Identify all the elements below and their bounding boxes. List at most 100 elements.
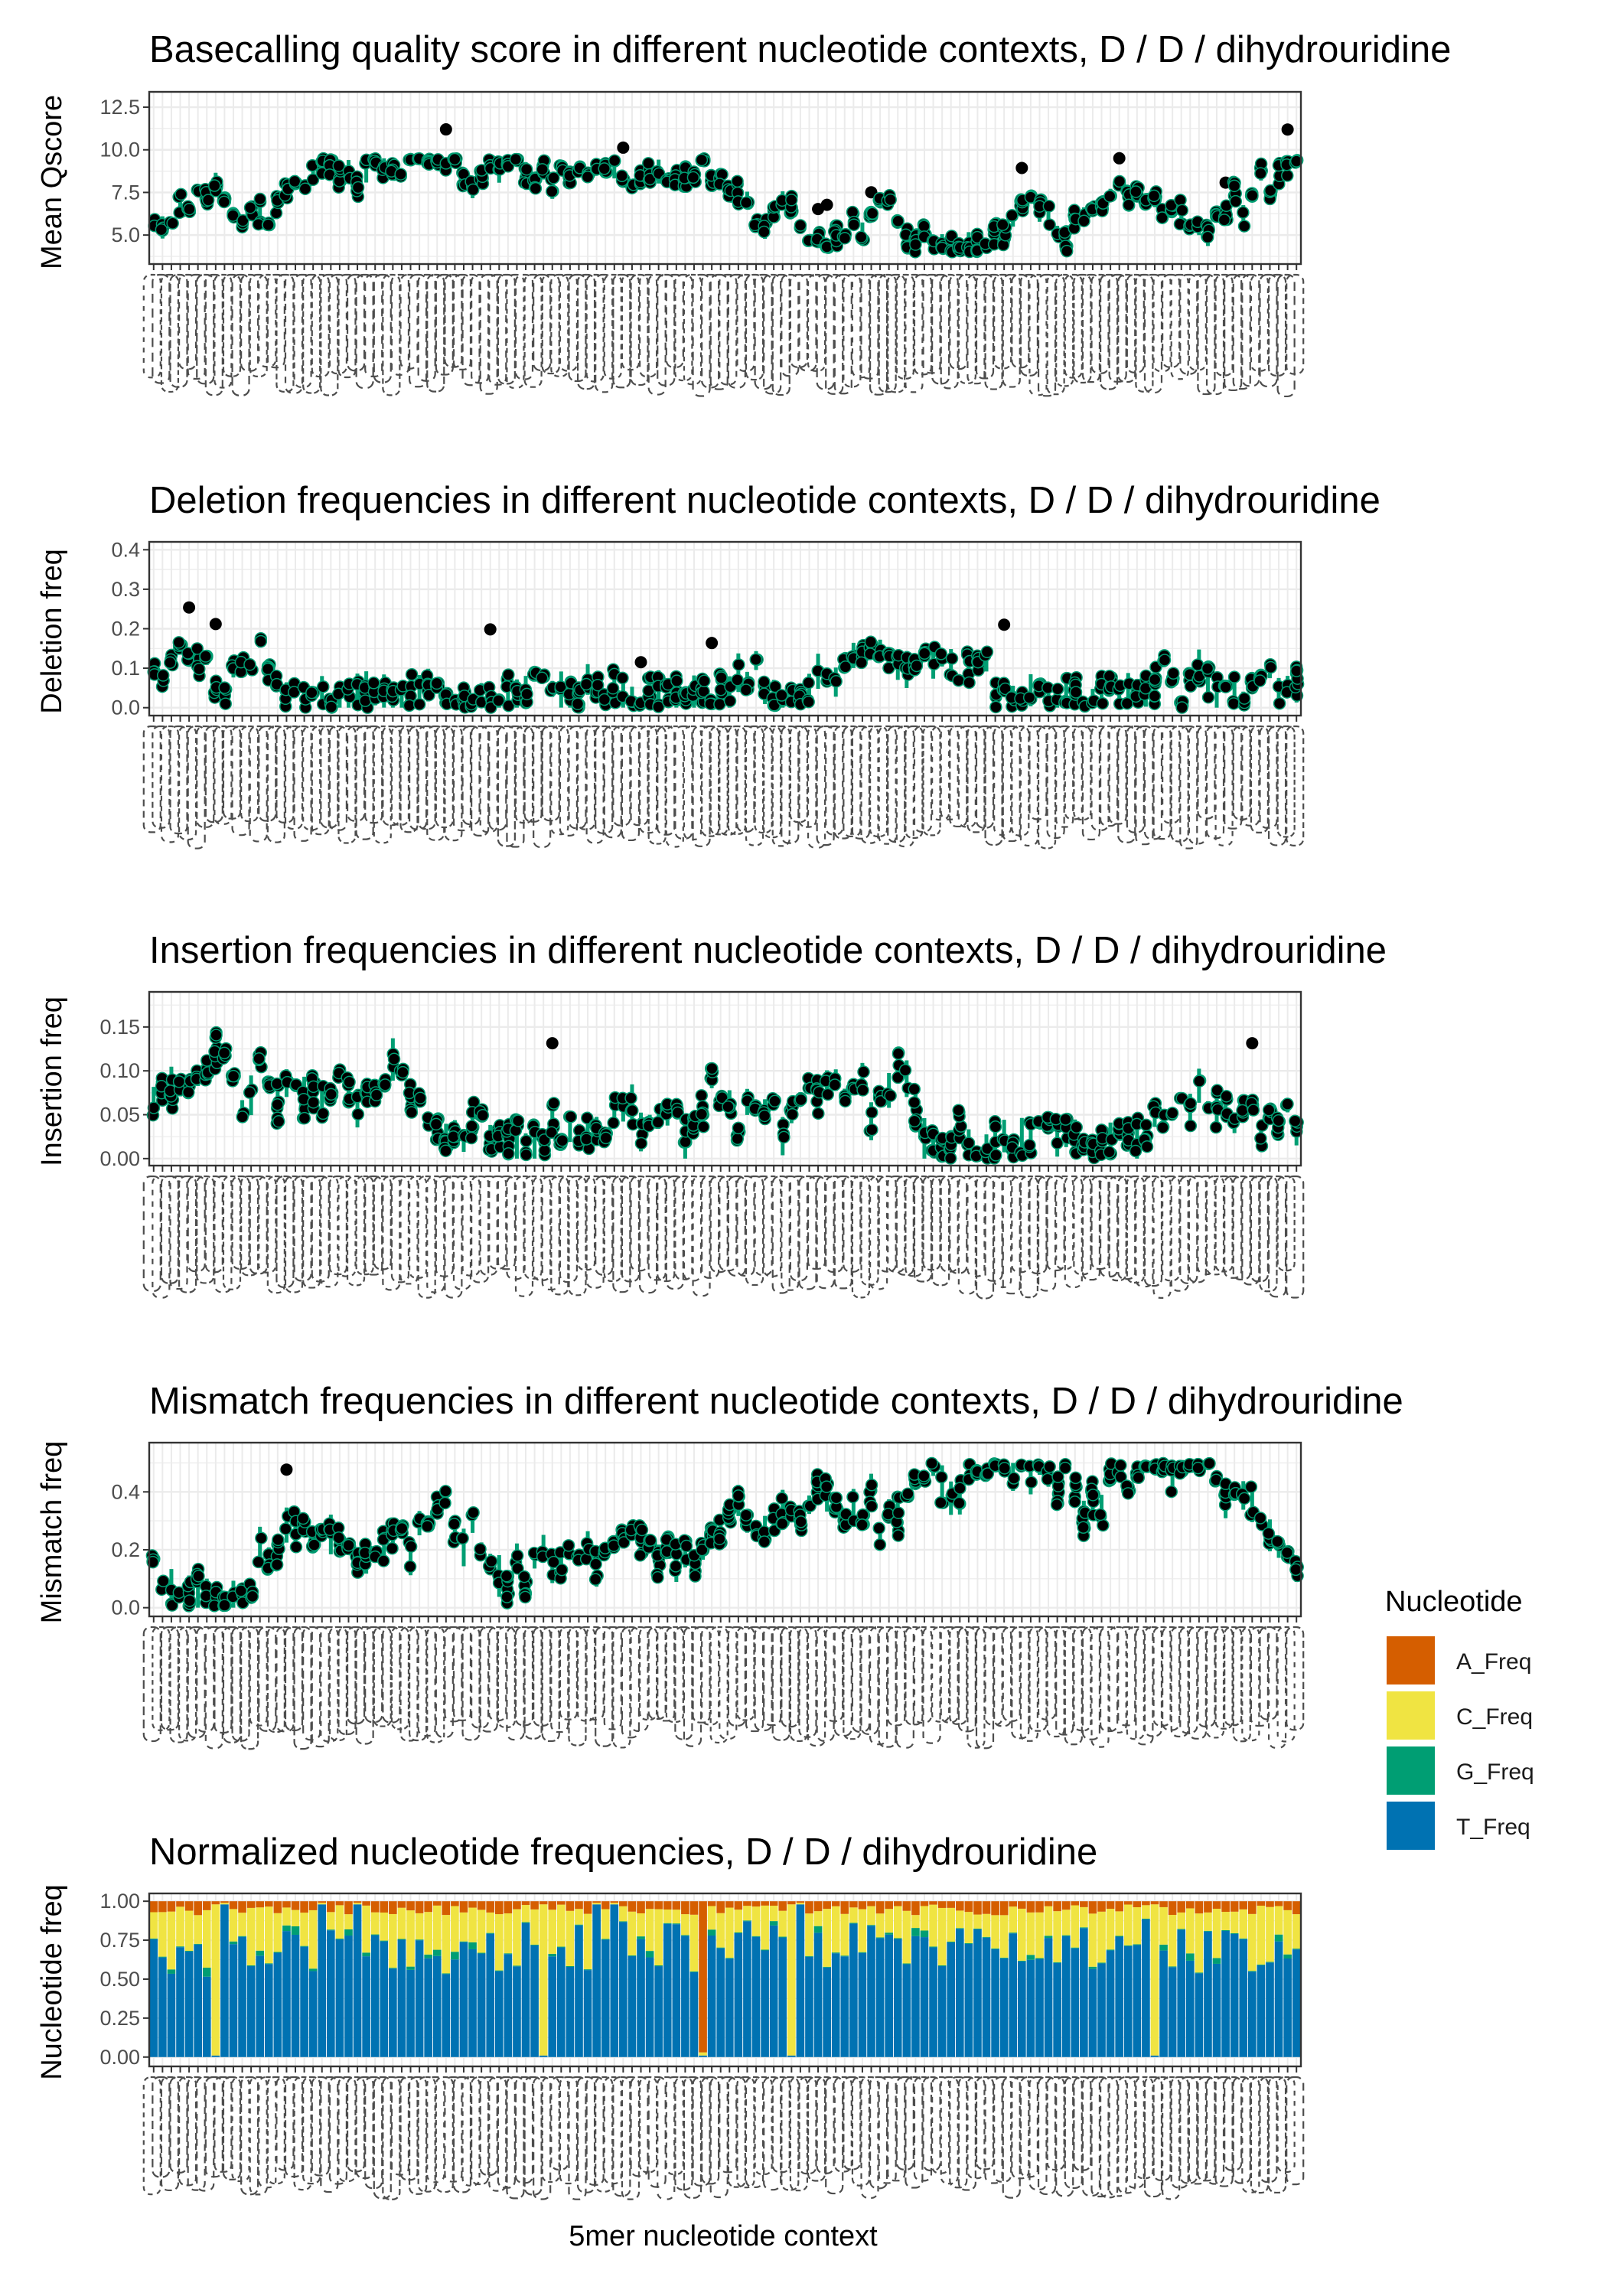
y-tick-label: 5.0 — [111, 223, 140, 246]
bar-segment-t — [158, 1957, 167, 2057]
x-tick-label-mark — [275, 273, 295, 393]
x-tick-label-mark — [895, 273, 914, 380]
data-point — [758, 675, 771, 689]
panel-title: Basecalling quality score in different n… — [149, 29, 1451, 70]
y-ticks: 0.00 0.25 0.50 0.75 1.00 — [99, 1890, 140, 2069]
data-point — [1289, 1563, 1302, 1577]
bar-segment-a — [220, 1901, 229, 1903]
data-point — [1147, 189, 1161, 203]
bar-segment-t — [273, 1952, 282, 2057]
data-point — [1006, 209, 1019, 222]
bar-segment-c — [432, 1905, 442, 1950]
data-point — [192, 1570, 205, 1583]
y-ticks: 5.0 7.5 10.0 12.5 — [99, 96, 140, 246]
bar-segment-t — [442, 1974, 451, 2057]
bar-segment-c — [370, 1912, 380, 1935]
bar-segment-a — [451, 1901, 459, 1906]
y-tick-label: 0.50 — [99, 1968, 140, 1991]
data-point — [1247, 1104, 1260, 1117]
data-point — [1203, 1456, 1216, 1470]
data-point — [404, 1540, 418, 1553]
x-tick-label-mark — [1205, 273, 1225, 396]
data-point — [838, 231, 852, 245]
y-tick-label: 0.0 — [111, 696, 140, 719]
bar-segment-t — [291, 1934, 300, 2057]
data-point — [963, 676, 976, 690]
data-point — [989, 700, 1002, 714]
bar-segment-t — [335, 1939, 344, 2057]
x-tick-label-mark — [1073, 273, 1092, 384]
x-tick-label-mark — [382, 273, 401, 396]
y-axis-label: Nucleotide freq — [36, 1884, 68, 2080]
data-point — [517, 1570, 531, 1583]
bar-segment-t — [486, 1933, 495, 2057]
data-point — [998, 1462, 1011, 1475]
data-point — [164, 656, 177, 670]
data-point — [1253, 674, 1266, 687]
data-point — [934, 647, 948, 660]
data-point — [989, 1149, 1002, 1162]
x-tick-label-mark — [1055, 273, 1074, 387]
data-point — [1271, 1534, 1284, 1548]
data-point — [1113, 174, 1126, 188]
data-point — [1156, 1120, 1169, 1134]
data-point-outlier — [1281, 123, 1294, 136]
x-tick-label-mark — [798, 273, 817, 372]
data-point — [952, 1104, 965, 1117]
data-point — [953, 1496, 966, 1510]
y-tick-label: 7.5 — [111, 181, 140, 204]
x-tick-label-mark — [488, 273, 507, 386]
data-point — [1227, 697, 1240, 710]
data-point — [183, 1594, 197, 1607]
bar-segment-a — [176, 1901, 184, 1907]
x-tick-label-mark — [657, 273, 676, 386]
y-tick-label: 0.75 — [99, 1929, 140, 1952]
data-point — [1069, 1471, 1082, 1485]
data-point — [830, 1491, 843, 1505]
x-tick-labels — [142, 725, 1305, 850]
x-tick-label-mark — [1250, 273, 1270, 372]
data-point — [492, 694, 505, 707]
data-point — [172, 636, 186, 649]
panel-qscore: Basecalling quality score in different n… — [36, 29, 1451, 398]
bar-segment-g — [406, 1966, 415, 1970]
bar-segment-a — [211, 1901, 220, 1905]
data-point — [289, 1541, 303, 1554]
x-tick-label-mark — [373, 273, 392, 383]
bar-segment-c — [256, 1907, 265, 1951]
data-point — [1122, 198, 1136, 211]
x-tick-label-mark — [506, 273, 525, 389]
data-point — [379, 1078, 392, 1091]
data-point — [669, 1560, 683, 1573]
bar-segment-a — [149, 1901, 158, 1913]
bar-segment-g — [282, 1925, 291, 1932]
data-point — [270, 677, 283, 691]
y-tick-label: 0.05 — [99, 1104, 140, 1127]
data-point — [536, 163, 549, 176]
bar-segment-t — [308, 1971, 318, 2057]
data-point — [246, 1590, 259, 1603]
bar-segment-a — [194, 1901, 202, 1916]
data-point — [785, 194, 798, 207]
bar-segment-c — [318, 1903, 327, 1905]
data-point-outlier — [634, 656, 647, 669]
panel-title: Insertion frequencies in different nucle… — [149, 930, 1387, 971]
data-point — [502, 699, 515, 713]
data-point — [484, 701, 497, 714]
data-point — [1201, 690, 1215, 704]
x-tick-label-mark — [187, 273, 206, 380]
bar-segment-g — [202, 1967, 211, 1977]
data-point-outlier — [820, 198, 833, 211]
data-point — [768, 680, 782, 693]
data-point — [892, 1047, 905, 1060]
data-point — [1103, 190, 1116, 203]
data-point — [351, 1107, 365, 1121]
data-point — [908, 1096, 921, 1109]
bar-segment-a — [282, 1901, 291, 1908]
data-point — [520, 687, 533, 701]
plot-area — [142, 1892, 1305, 2200]
data-point — [723, 694, 737, 708]
bar-segment-g — [256, 1950, 265, 1956]
x-tick-label-mark — [1046, 273, 1065, 396]
data-point — [1077, 214, 1090, 227]
